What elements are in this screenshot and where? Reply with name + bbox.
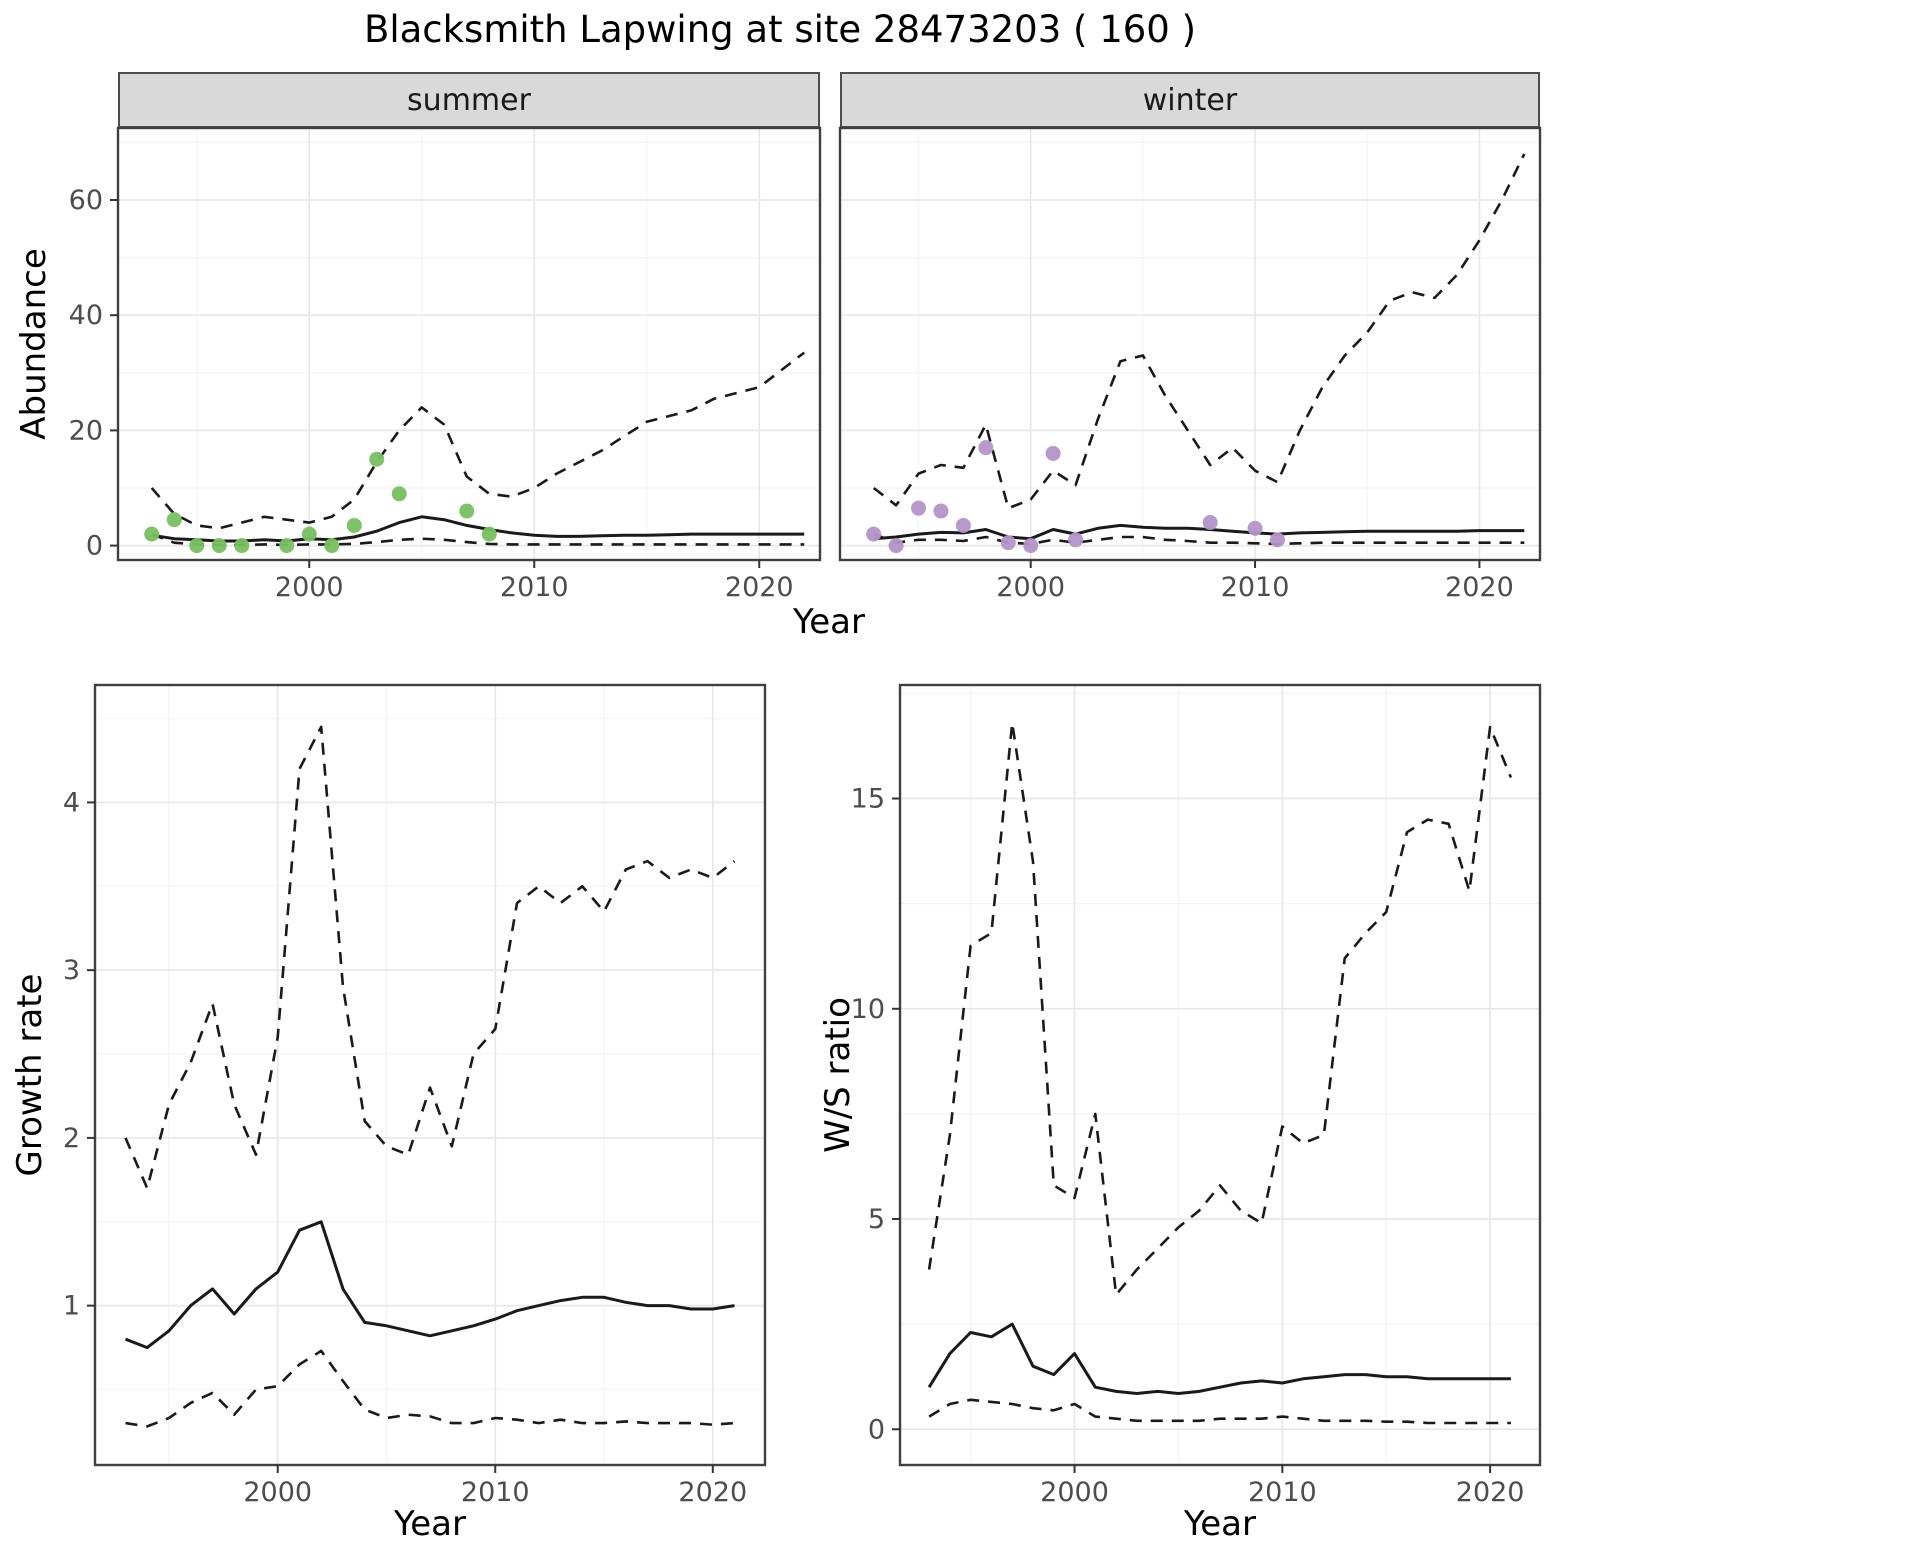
svg-text:2010: 2010: [461, 1477, 530, 1508]
abundance-y-axis-label: Abundance: [14, 248, 54, 440]
svg-text:20: 20: [69, 415, 103, 446]
svg-text:5: 5: [868, 1204, 885, 1235]
svg-text:2000: 2000: [275, 572, 344, 603]
svg-text:0: 0: [86, 531, 103, 562]
summer-abundance-chart: 2000 2010 2020 0 20 40 60: [69, 126, 822, 603]
svg-text:40: 40: [69, 300, 103, 331]
svg-text:2010: 2010: [500, 572, 569, 603]
svg-text:60: 60: [69, 185, 103, 216]
svg-text:2000: 2000: [1040, 1477, 1109, 1508]
svg-text:2: 2: [63, 1123, 80, 1154]
facet-strip-summer-label: summer: [407, 82, 531, 118]
svg-text:2000: 2000: [243, 1477, 312, 1508]
svg-text:4: 4: [63, 787, 80, 818]
ws-ratio-x-axis-label: Year: [1184, 1504, 1256, 1544]
facet-strip-winter-label: winter: [1142, 82, 1238, 118]
winter-abundance-chart: 2000 2010 2020: [838, 126, 1542, 603]
svg-text:3: 3: [63, 955, 80, 986]
growth-rate-x-axis-label: Year: [394, 1504, 466, 1544]
svg-text:0: 0: [868, 1414, 885, 1445]
svg-text:2010: 2010: [1248, 1477, 1317, 1508]
svg-text:1: 1: [63, 1291, 80, 1322]
svg-text:2010: 2010: [1221, 572, 1290, 603]
svg-text:2000: 2000: [996, 572, 1065, 603]
top-x-axis-label: Year: [793, 602, 865, 642]
svg-text:10: 10: [851, 994, 885, 1025]
figure-title: Blacksmith Lapwing at site 28473203 ( 16…: [363, 8, 1197, 51]
growth-rate-y-axis-label: Growth rate: [10, 973, 50, 1177]
facet-strip-summer: summer: [118, 72, 820, 128]
svg-text:2020: 2020: [725, 572, 794, 603]
growth-rate-chart: 2000 2010 2020 1 2 3 4: [63, 683, 767, 1508]
svg-text:2020: 2020: [1445, 572, 1514, 603]
facet-strip-winter: winter: [840, 72, 1540, 128]
svg-text:15: 15: [851, 784, 885, 815]
svg-text:2020: 2020: [1456, 1477, 1525, 1508]
ws-ratio-chart: 2000 2010 2020 0 5 10 15: [851, 683, 1542, 1508]
svg-text:2020: 2020: [678, 1477, 747, 1508]
